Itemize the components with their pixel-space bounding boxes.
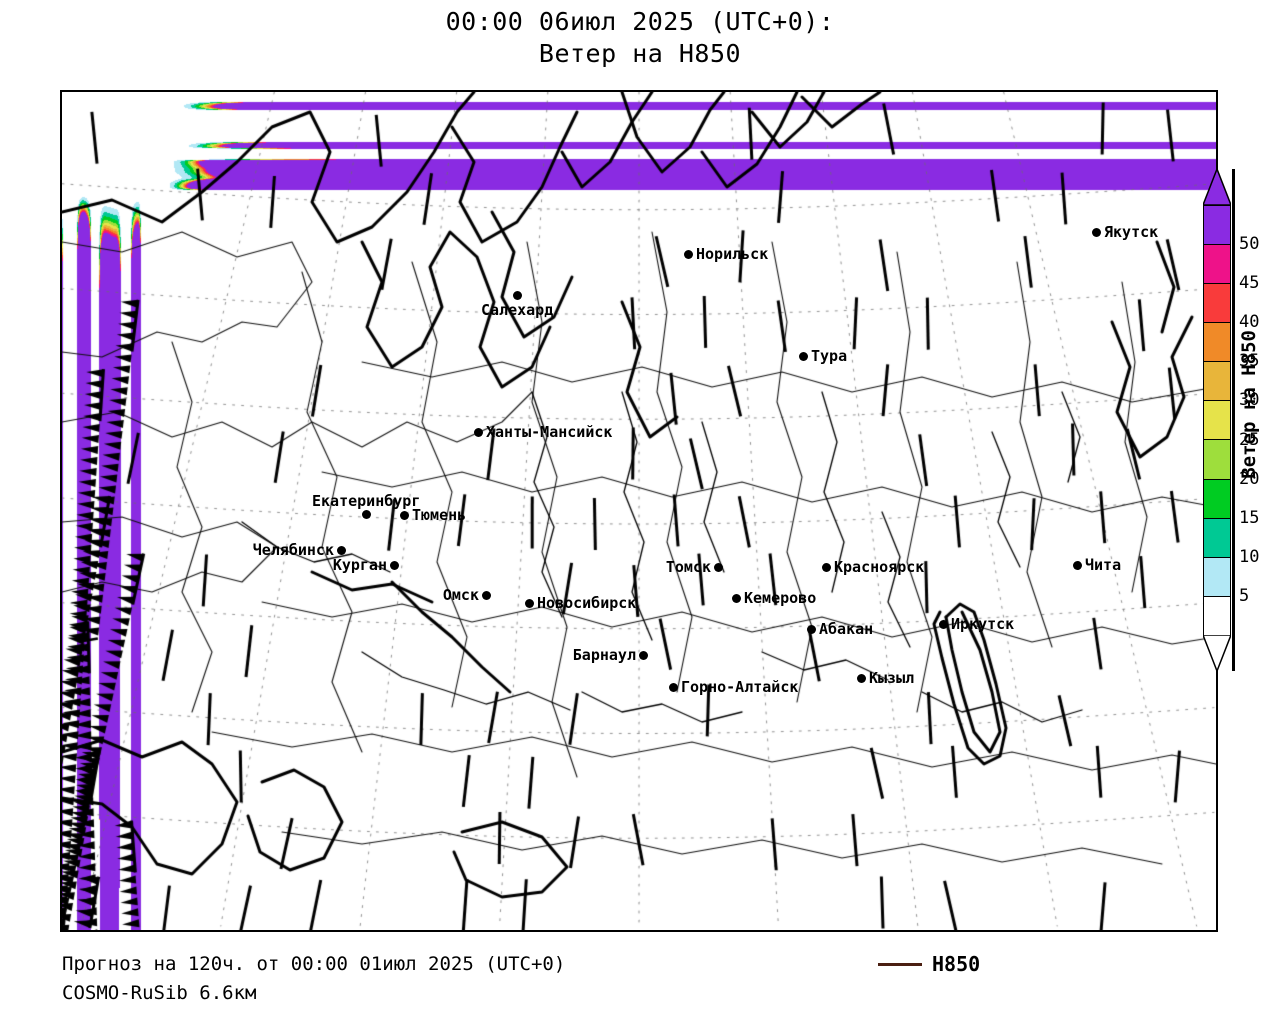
- colorbar-bottom-arrow: [1203, 635, 1231, 671]
- footer-model-line: COSMO-RuSib 6.6км: [62, 982, 257, 1005]
- colorbar-tick-45: 45: [1239, 273, 1260, 294]
- colorbar: 50 45 40 35 30 25 20 15 10 5: [1203, 169, 1259, 671]
- colorbar-band-50: [1204, 206, 1230, 246]
- colorbar-tick-15: 15: [1239, 507, 1260, 528]
- map-panel[interactable]: Якутск Норильск Салехард Тура Ханты-Мансийск…: [60, 90, 1218, 932]
- colorbar-band-25to30: [1204, 401, 1230, 441]
- colorbar-band-45to50: [1204, 245, 1230, 285]
- colorbar-title: Ветер на H850: [1238, 330, 1260, 479]
- colorbar-tick-20: 20: [1239, 468, 1260, 489]
- colorbar-top-arrow: [1203, 169, 1231, 205]
- footer-text: Прогноз на 120ч. от 00:00 01июл 2025 (UT…: [62, 950, 565, 1009]
- page-title: 00:00 06июл 2025 (UTC+0): Ветер на H850: [0, 6, 1280, 70]
- h850-line-swatch: [878, 962, 922, 966]
- footer-forecast-line: Прогноз на 120ч. от 00:00 01июл 2025 (UT…: [62, 953, 566, 975]
- colorbar-tick-10: 10: [1239, 546, 1260, 567]
- legend-h850-label: H850: [932, 952, 981, 976]
- colorbar-tick-40: 40: [1239, 312, 1260, 333]
- title-line-valid-time: 00:00 06июл 2025 (UTC+0):: [445, 7, 835, 36]
- colorbar-tick-5: 5: [1239, 585, 1250, 606]
- colorbar-band-15to20: [1204, 479, 1230, 519]
- colorbar-tick-50: 50: [1239, 234, 1260, 255]
- title-line-field: Ветер на H850: [538, 39, 742, 68]
- colorbar-tick-35: 35: [1239, 351, 1260, 372]
- colorbar-tick-30: 30: [1239, 390, 1260, 411]
- colorbar-tick-25: 25: [1239, 429, 1260, 450]
- colorbar-axis: [1232, 169, 1235, 671]
- colorbar-band-5: [1204, 596, 1230, 636]
- colorbar-band-10to15: [1204, 518, 1230, 558]
- legend-h850: H850: [878, 952, 980, 976]
- colorbar-band-35to40: [1204, 323, 1230, 363]
- colorbar-band-5to10: [1204, 557, 1230, 597]
- colorbar-band-40to45: [1204, 284, 1230, 324]
- wind-speed-shading: [62, 92, 1216, 930]
- colorbar-band-20to25: [1204, 440, 1230, 480]
- colorbar-band-30to35: [1204, 362, 1230, 402]
- colorbar-bands: [1203, 205, 1231, 636]
